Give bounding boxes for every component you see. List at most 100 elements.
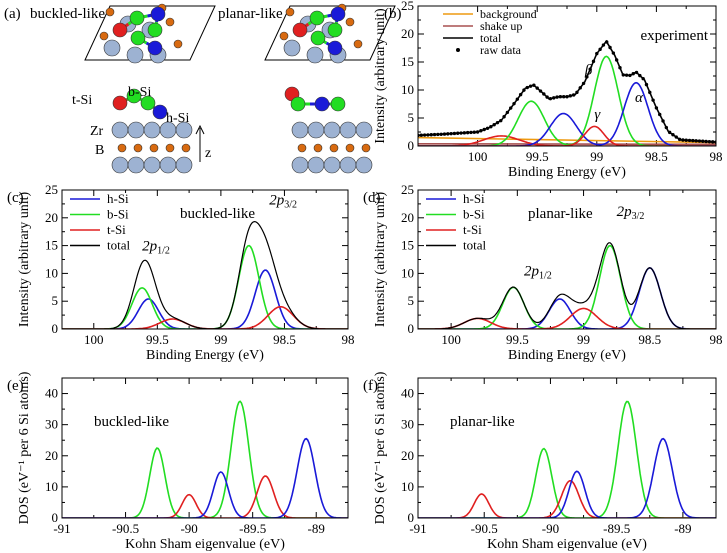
legend-label: background: [480, 7, 537, 21]
series-t-si: [62, 475, 348, 518]
x-tick-label: -90.5: [471, 521, 498, 536]
raw-data-point: [442, 132, 447, 136]
raw-data-point: [452, 131, 457, 136]
legend-label: raw data: [480, 43, 522, 57]
x-tick-label: -90: [542, 521, 559, 536]
raw-data-point: [419, 133, 424, 137]
annotation: γ: [594, 107, 601, 123]
x-tick-label: -89: [308, 521, 325, 536]
raw-data-point: [472, 130, 476, 134]
t-si-atom: [292, 22, 308, 38]
y-axis-label: Intensity (arbitrary unit): [373, 192, 388, 328]
x-tick-label: -91: [409, 521, 426, 536]
y-tick-label: 0: [408, 138, 415, 153]
series-group: [62, 220, 348, 329]
raw-data-point: [631, 72, 635, 76]
y-tick-label: 25: [45, 182, 58, 197]
unit-cell-right: [264, 5, 396, 61]
x-tick-label: -89.5: [603, 521, 630, 536]
x-tick-label: 98: [710, 149, 723, 164]
chart-f: -91 -90.5 -90 -89.5 -89 0 10 20 30 40 (f) Kohn Sham…: [363, 371, 717, 552]
panel-a-structure: (a) buckled-like planar-like t-Si b-Si h…: [4, 3, 396, 174]
raw-data-point: [618, 66, 622, 70]
raw-data-point: [581, 81, 586, 86]
zr-atom: [307, 156, 325, 174]
zr-atom: [283, 39, 301, 57]
raw-data-point: [591, 59, 596, 64]
chart-title: planar-like: [450, 414, 515, 430]
raw-data-point: [697, 139, 702, 143]
x-tick-label: 99: [214, 332, 227, 347]
annotation-sub: 3/2: [284, 199, 297, 210]
y-tick-label: 0: [52, 510, 59, 525]
site-label-t-si: t-Si: [72, 93, 92, 108]
chart-title: buckled-like: [180, 206, 255, 222]
z-axis-label: z: [205, 146, 211, 161]
legend-label: total: [107, 238, 130, 253]
raw-data-point: [575, 90, 579, 95]
x-tick-label: 99.5: [506, 332, 529, 347]
raw-data-point: [684, 138, 688, 142]
h-si-atom: [147, 40, 163, 56]
raw-data-point: [677, 137, 682, 142]
raw-data-point: [462, 131, 467, 135]
x-tick-label: -91: [53, 521, 70, 536]
b-atom: [279, 31, 289, 41]
series-total: [418, 39, 716, 143]
raw-data-point: [545, 95, 549, 99]
y-tick-label: 15: [45, 238, 58, 253]
raw-data-point: [585, 75, 589, 79]
x-tick-label: 98: [710, 332, 723, 347]
raw-data-point: [505, 110, 510, 115]
zr-atom: [291, 156, 309, 174]
x-tick-label: 99.5: [146, 332, 169, 347]
chart-c: 100 99.5 99 98.5 98 0 5 10 15 20 25 (c) Binding Ener…: [7, 182, 355, 363]
raw-data-point: [658, 112, 662, 117]
x-tick-label: 98.5: [645, 149, 668, 164]
raw-data-point: [571, 93, 576, 97]
raw-data-point: [654, 106, 659, 110]
annotation: 2p3/2: [269, 192, 297, 210]
b-atom: [165, 17, 175, 27]
raw-data-point: [601, 43, 606, 47]
raw-data-point: [538, 89, 543, 93]
z-arrow-head: [195, 124, 205, 135]
plot-frame: [61, 189, 349, 330]
zr-atom: [323, 156, 341, 174]
zr-atom: [306, 46, 324, 64]
zr-atom: [126, 46, 144, 64]
raw-data-point: [429, 133, 433, 137]
raw-data-point: [432, 132, 437, 137]
raw-data-point: [667, 130, 672, 135]
raw-data-point: [542, 92, 546, 96]
series-h-si: [418, 437, 716, 518]
legend-label: b-Si: [463, 207, 485, 222]
raw-data-point: [608, 45, 612, 50]
raw-data-point: [495, 120, 500, 125]
b-si-atom: [330, 96, 346, 112]
x-tick-label: 98.5: [638, 332, 661, 347]
annotation: 2p1/2: [142, 239, 170, 257]
x-axis-label: Binding Energy (eV): [508, 165, 626, 180]
raw-data-point: [555, 95, 559, 99]
b-atom: [165, 143, 175, 153]
layer-label-zr: Zr: [90, 124, 104, 139]
legend-label: t-Si: [107, 222, 126, 237]
zr-atom: [291, 121, 309, 139]
legend-label: h-Si: [107, 191, 129, 206]
annotation: α: [635, 90, 644, 106]
zr-atom: [339, 156, 357, 174]
panel-label: (d): [363, 190, 381, 206]
legend-label: t-Si: [463, 222, 482, 237]
b-atom: [329, 143, 339, 153]
panel-a-left-title: buckled-like: [30, 6, 105, 22]
y-tick-label: 25: [401, 0, 414, 13]
raw-data-point: [552, 96, 556, 100]
zr-atom: [111, 121, 129, 139]
y-tick-label: 15: [401, 54, 414, 69]
x-tick-label: 98.5: [273, 332, 296, 347]
y-tick-label: 20: [401, 26, 414, 41]
raw-data-point: [502, 115, 506, 119]
raw-data-point: [565, 95, 569, 99]
